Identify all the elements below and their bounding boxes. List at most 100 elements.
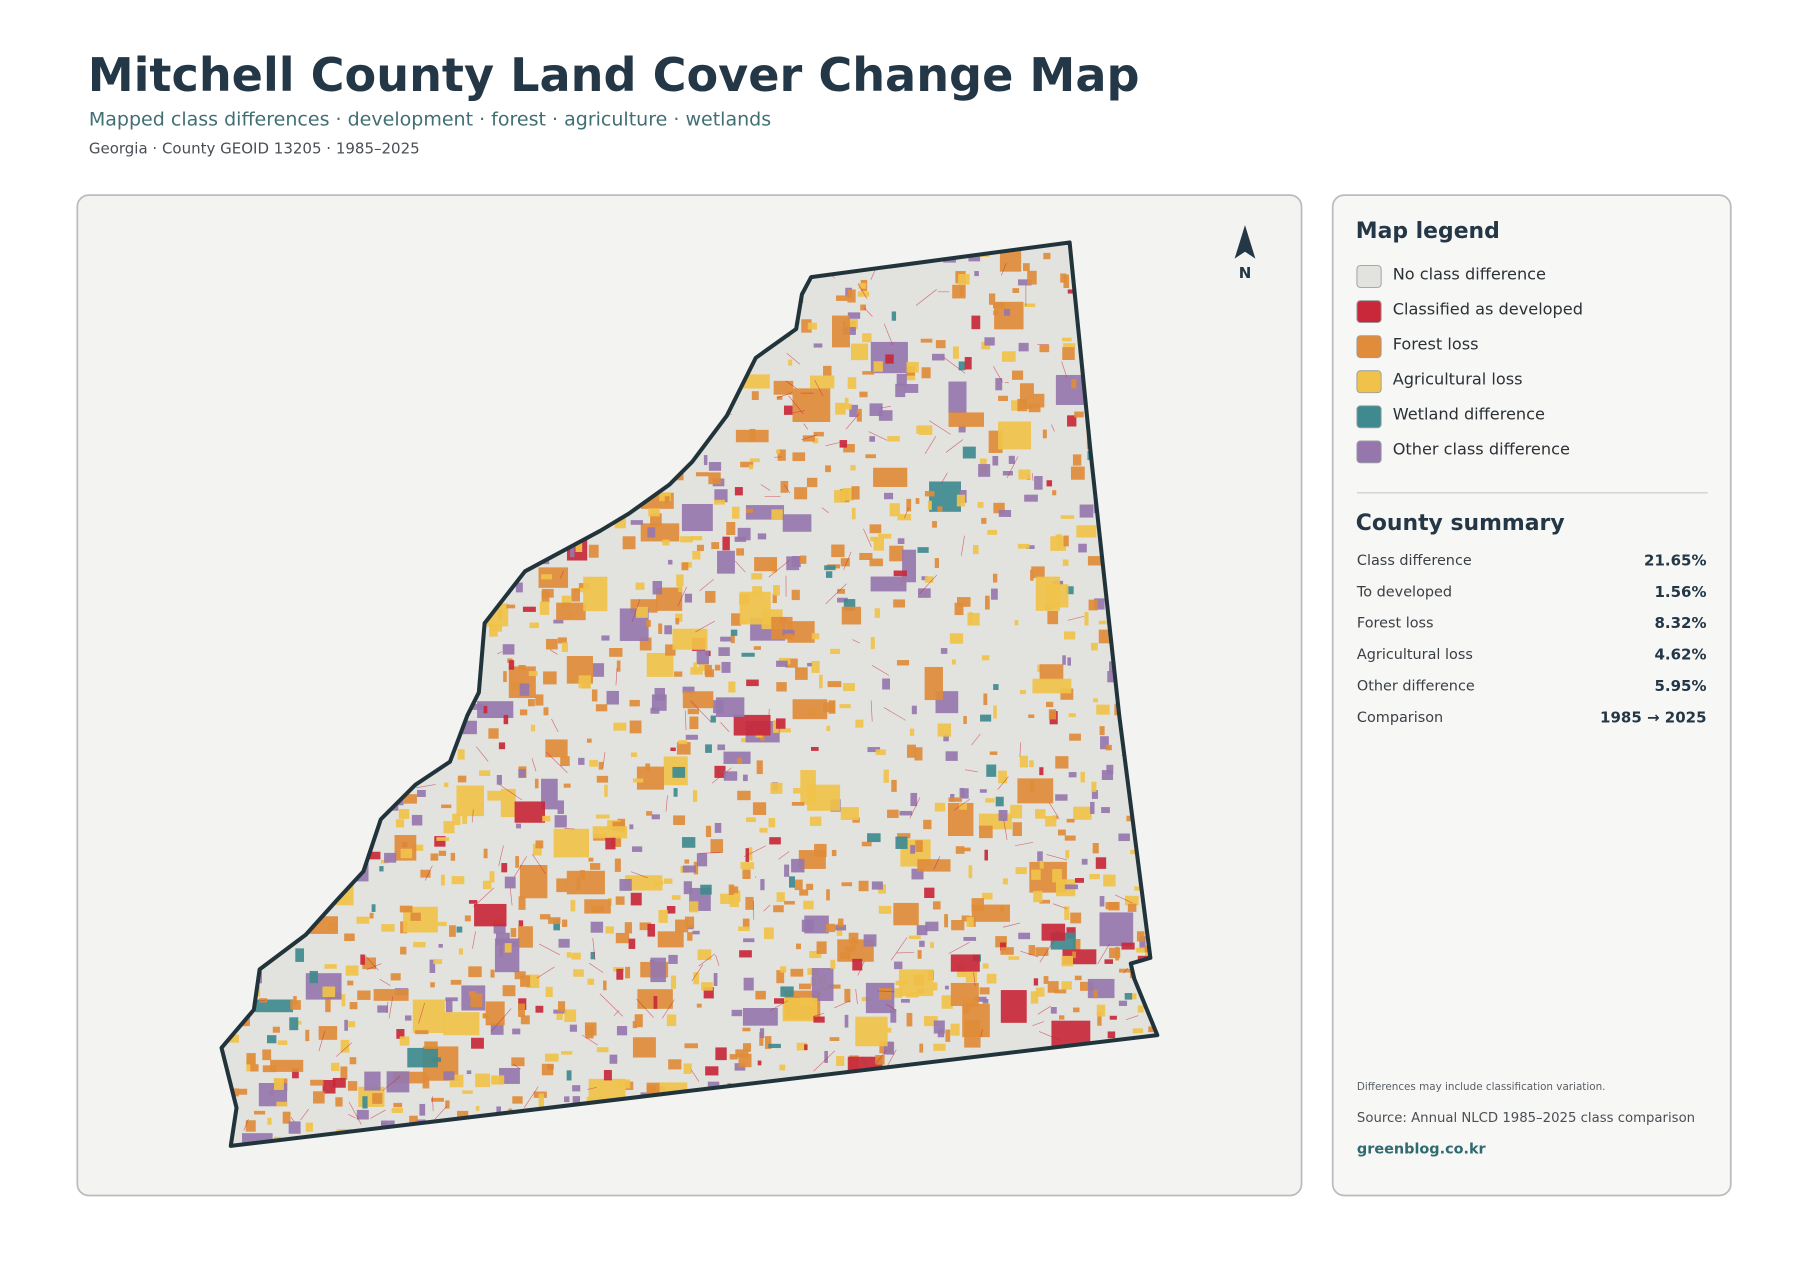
land-patch xyxy=(1099,896,1105,907)
land-patch xyxy=(564,1009,577,1022)
land-patch xyxy=(595,814,610,819)
land-patch xyxy=(1098,629,1110,644)
land-patch xyxy=(653,996,658,1009)
land-patch xyxy=(518,920,524,927)
land-patch xyxy=(1094,598,1105,610)
land-patch xyxy=(851,937,856,951)
land-patch xyxy=(364,1071,381,1091)
land-patch xyxy=(381,924,395,932)
road-line xyxy=(636,998,654,1018)
land-patch xyxy=(518,769,526,778)
land-patch xyxy=(504,876,516,889)
land-patch xyxy=(982,963,989,969)
land-patch xyxy=(779,728,791,733)
land-patch xyxy=(539,601,550,615)
land-patch xyxy=(782,514,812,532)
land-patch xyxy=(855,1016,888,1047)
land-patch xyxy=(1047,981,1059,993)
land-patch xyxy=(462,815,468,825)
land-patch xyxy=(756,760,763,775)
land-patch xyxy=(809,950,822,959)
land-patch xyxy=(603,980,607,991)
land-patch xyxy=(742,1043,752,1052)
land-patch xyxy=(390,973,401,981)
legend-title: Map legend xyxy=(1356,219,1500,244)
land-patch xyxy=(305,1122,313,1132)
land-patch xyxy=(272,1026,280,1033)
land-patch xyxy=(826,725,831,732)
land-patch xyxy=(456,785,484,817)
land-patch xyxy=(1130,849,1136,855)
land-patch xyxy=(1033,890,1043,903)
land-patch xyxy=(759,827,768,833)
land-patch xyxy=(862,333,872,343)
land-patch xyxy=(1030,991,1039,1004)
land-patch xyxy=(1132,1028,1144,1034)
land-patch xyxy=(824,565,836,571)
land-patch xyxy=(1054,989,1067,994)
land-patch xyxy=(499,1067,520,1084)
land-patch xyxy=(811,660,820,673)
land-patch xyxy=(538,1093,544,1108)
land-patch xyxy=(742,1027,751,1032)
land-patch xyxy=(479,770,491,776)
land-patch xyxy=(834,490,845,503)
land-patch xyxy=(424,1041,438,1049)
land-patch xyxy=(979,789,987,793)
land-patch xyxy=(651,814,660,820)
land-patch xyxy=(615,896,625,905)
land-patch xyxy=(871,881,883,890)
land-patch xyxy=(726,522,736,536)
road-line xyxy=(602,752,606,768)
land-patch xyxy=(992,456,999,466)
land-patch xyxy=(878,533,892,539)
land-patch xyxy=(541,574,553,580)
land-patch xyxy=(857,291,870,297)
land-patch xyxy=(684,593,693,603)
land-patch xyxy=(867,833,881,843)
land-patch xyxy=(937,723,952,737)
road-line xyxy=(538,943,560,956)
land-patch xyxy=(483,705,488,714)
land-patch xyxy=(1088,599,1098,611)
land-patch xyxy=(982,998,989,1004)
land-patch xyxy=(1002,471,1013,476)
land-patch xyxy=(1060,515,1075,519)
road-line xyxy=(1015,841,1034,847)
land-patch xyxy=(556,602,586,621)
road-line xyxy=(1039,939,1055,963)
land-patch xyxy=(910,792,918,807)
land-patch xyxy=(895,836,908,849)
land-patch xyxy=(695,472,709,477)
land-patch xyxy=(885,354,894,364)
land-patch xyxy=(993,310,999,315)
land-patch xyxy=(409,1115,418,1128)
land-patch xyxy=(738,926,750,932)
road-line xyxy=(424,865,433,881)
land-patch xyxy=(675,613,683,622)
land-patch xyxy=(399,1036,410,1046)
land-patch xyxy=(977,501,984,508)
land-patch xyxy=(929,481,961,512)
land-patch xyxy=(887,809,899,818)
land-patch xyxy=(1074,877,1084,883)
land-patch xyxy=(732,506,740,519)
land-patch xyxy=(422,1076,430,1089)
land-patch xyxy=(1061,955,1074,967)
land-patch xyxy=(434,836,446,847)
land-patch xyxy=(882,678,890,690)
land-patch xyxy=(1062,655,1066,665)
land-patch xyxy=(1099,726,1105,736)
land-patch xyxy=(811,967,834,1001)
land-patch xyxy=(917,859,951,872)
land-patch xyxy=(919,425,933,435)
land-patch xyxy=(357,990,371,1000)
land-patch xyxy=(1061,981,1072,990)
road-line xyxy=(1049,802,1060,820)
road-line xyxy=(1031,473,1034,481)
land-patch xyxy=(955,846,965,854)
land-patch xyxy=(556,1013,563,1021)
land-patch xyxy=(981,655,990,661)
summary-value: 4.62% xyxy=(1654,646,1706,664)
land-patch xyxy=(1042,429,1047,439)
